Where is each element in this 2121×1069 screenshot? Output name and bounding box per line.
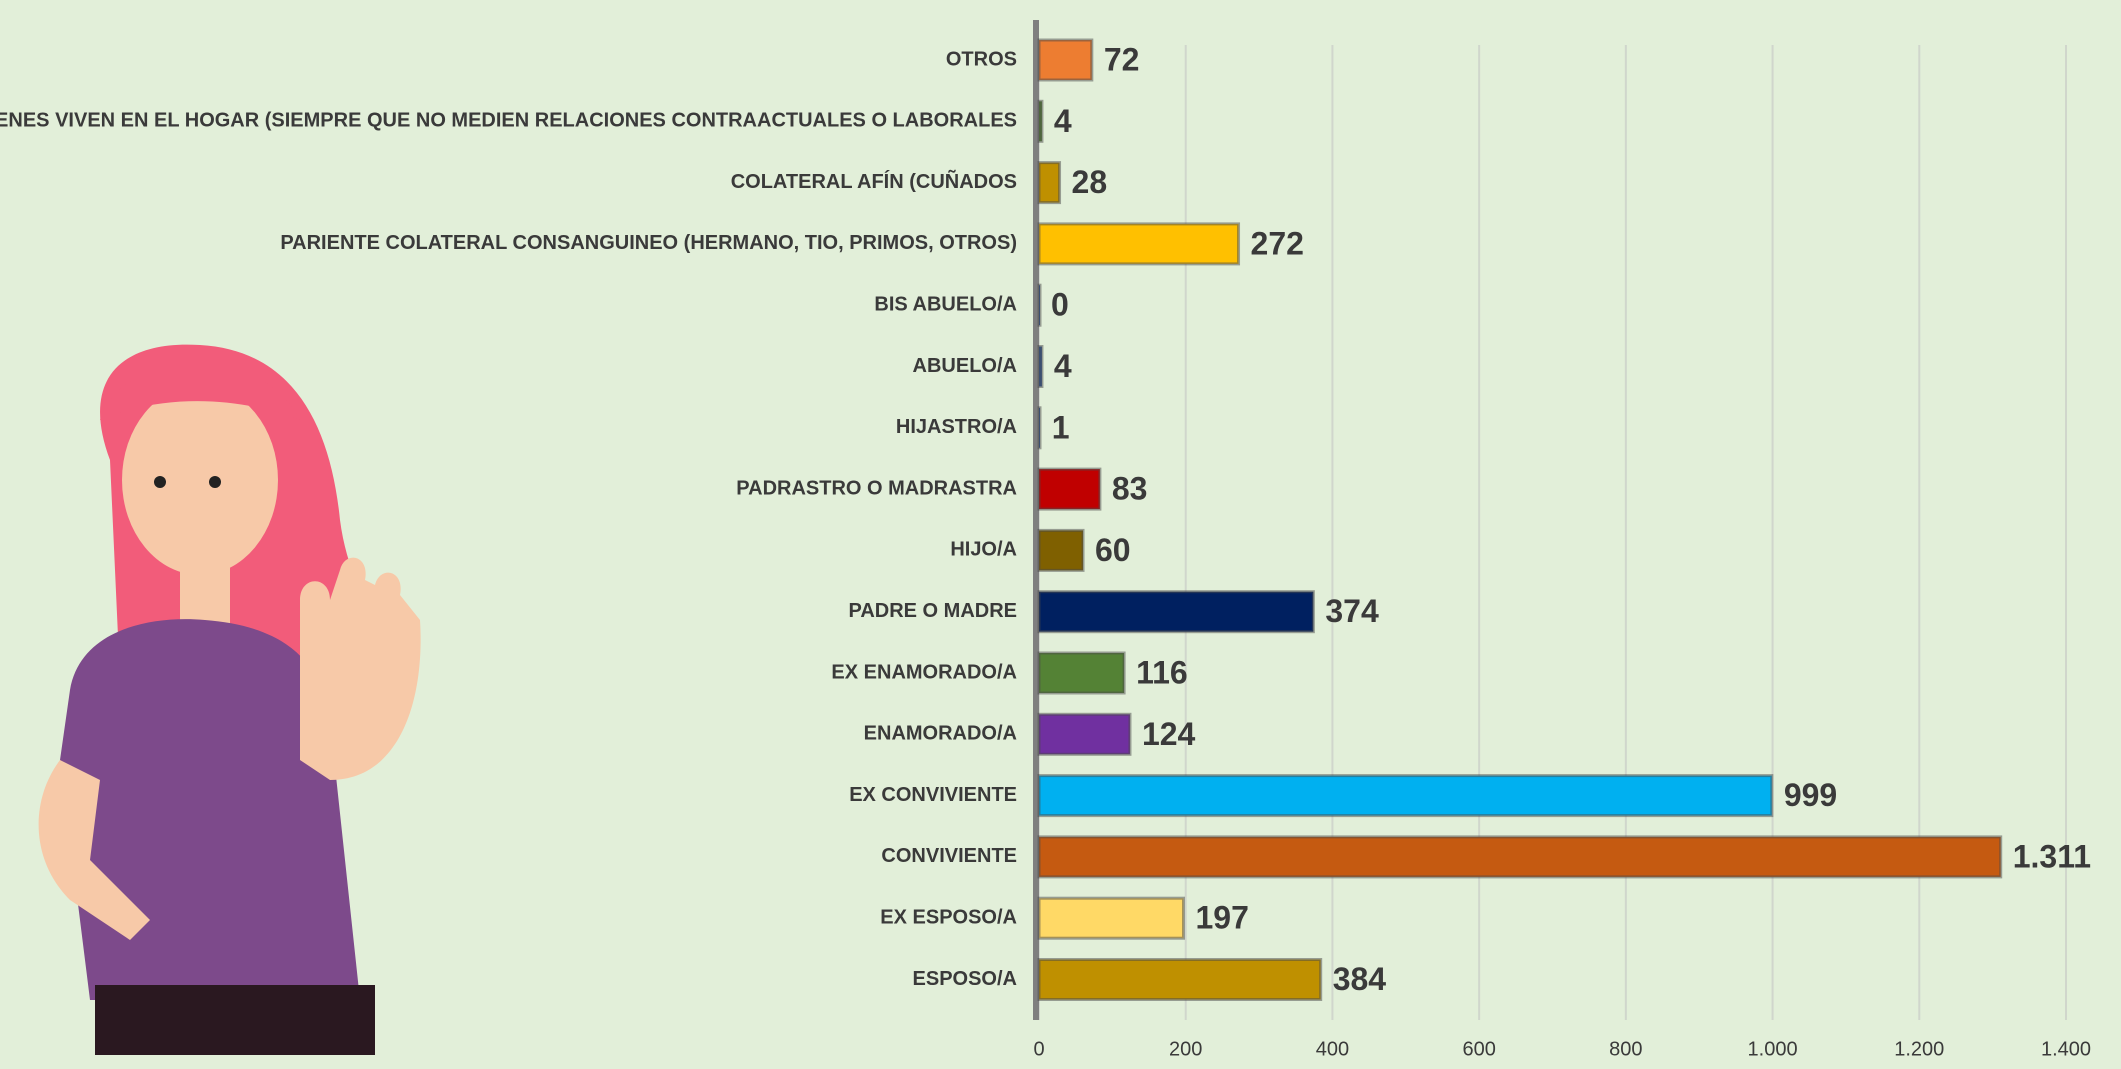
value-label: 124 [1142, 716, 1196, 752]
y-tick-label: HIJASTRO/A [896, 416, 1017, 438]
axis-wall [1033, 20, 1039, 1020]
x-tick-label: 1.400 [2041, 1038, 2091, 1060]
value-label: 1 [1052, 409, 1070, 445]
y-tick-label: BIS ABUELO/A [874, 293, 1017, 315]
bar [1037, 590, 1315, 634]
bar [1037, 38, 1094, 82]
bar [1037, 896, 1186, 940]
value-label: 1.311 [2013, 838, 2091, 874]
y-tick-label: PARIENTE COLATERAL CONSANGUINEO (HERMANO… [280, 232, 1017, 254]
x-tick-label: 200 [1169, 1038, 1202, 1060]
bar [1037, 222, 1241, 266]
x-tick-label: 1.200 [1894, 1038, 1944, 1060]
bar [1037, 712, 1132, 756]
y-tick-label: OTROS [946, 48, 1017, 70]
value-label: 0 [1051, 287, 1069, 323]
y-tick-label: PADRE O MADRE [848, 600, 1017, 622]
value-label: 72 [1104, 41, 1140, 77]
x-tick-label: 600 [1462, 1038, 1495, 1060]
value-label: 374 [1325, 593, 1379, 629]
bar [1037, 958, 1323, 1001]
value-label: 197 [1196, 900, 1249, 936]
y-tick-label: EX ESPOSO/A [880, 906, 1017, 928]
value-label: 272 [1251, 225, 1304, 261]
x-tick-label: 0 [1033, 1038, 1044, 1060]
bar [1037, 835, 2003, 879]
y-tick-label: COLATERAL AFÍN (CUÑADOS [731, 170, 1017, 193]
value-label: 4 [1054, 103, 1072, 139]
x-tick-label: 800 [1609, 1038, 1642, 1060]
value-label: 4 [1054, 348, 1072, 384]
value-label: 116 [1136, 654, 1188, 690]
y-tick-label: CONVIVIENTE [881, 845, 1017, 867]
illustration [38, 344, 421, 1055]
x-tick-label: 1.000 [1748, 1038, 1798, 1060]
bar [1037, 283, 1042, 327]
value-label: 999 [1784, 777, 1837, 813]
bar [1037, 528, 1085, 572]
value-label: 83 [1112, 471, 1148, 507]
bar [1037, 161, 1062, 205]
bar [1037, 467, 1102, 511]
x-tick-label: 400 [1316, 1038, 1349, 1060]
bar [1037, 99, 1044, 143]
y-tick-label: EX ENAMORADO/A [831, 661, 1017, 683]
value-label: 60 [1095, 532, 1131, 568]
bar [1037, 345, 1044, 388]
value-label: 28 [1072, 164, 1108, 200]
y-tick-label: EX CONVIVIENTE [849, 784, 1017, 806]
y-tick-label: QUIENES VIVEN EN EL HOGAR (SIEMPRE QUE N… [0, 110, 1017, 132]
bar [1037, 774, 1774, 818]
y-tick-label: HIJO/A [950, 539, 1017, 561]
y-tick-label: ABUELO/A [913, 355, 1017, 377]
bar [1037, 406, 1042, 450]
y-tick-label: ENAMORADO/A [864, 723, 1017, 745]
y-tick-label: ESPOSO/A [913, 968, 1017, 990]
value-label: 384 [1333, 961, 1387, 997]
y-tick-label: PADRASTRO O MADRASTRA [736, 477, 1017, 499]
bar [1037, 651, 1126, 695]
